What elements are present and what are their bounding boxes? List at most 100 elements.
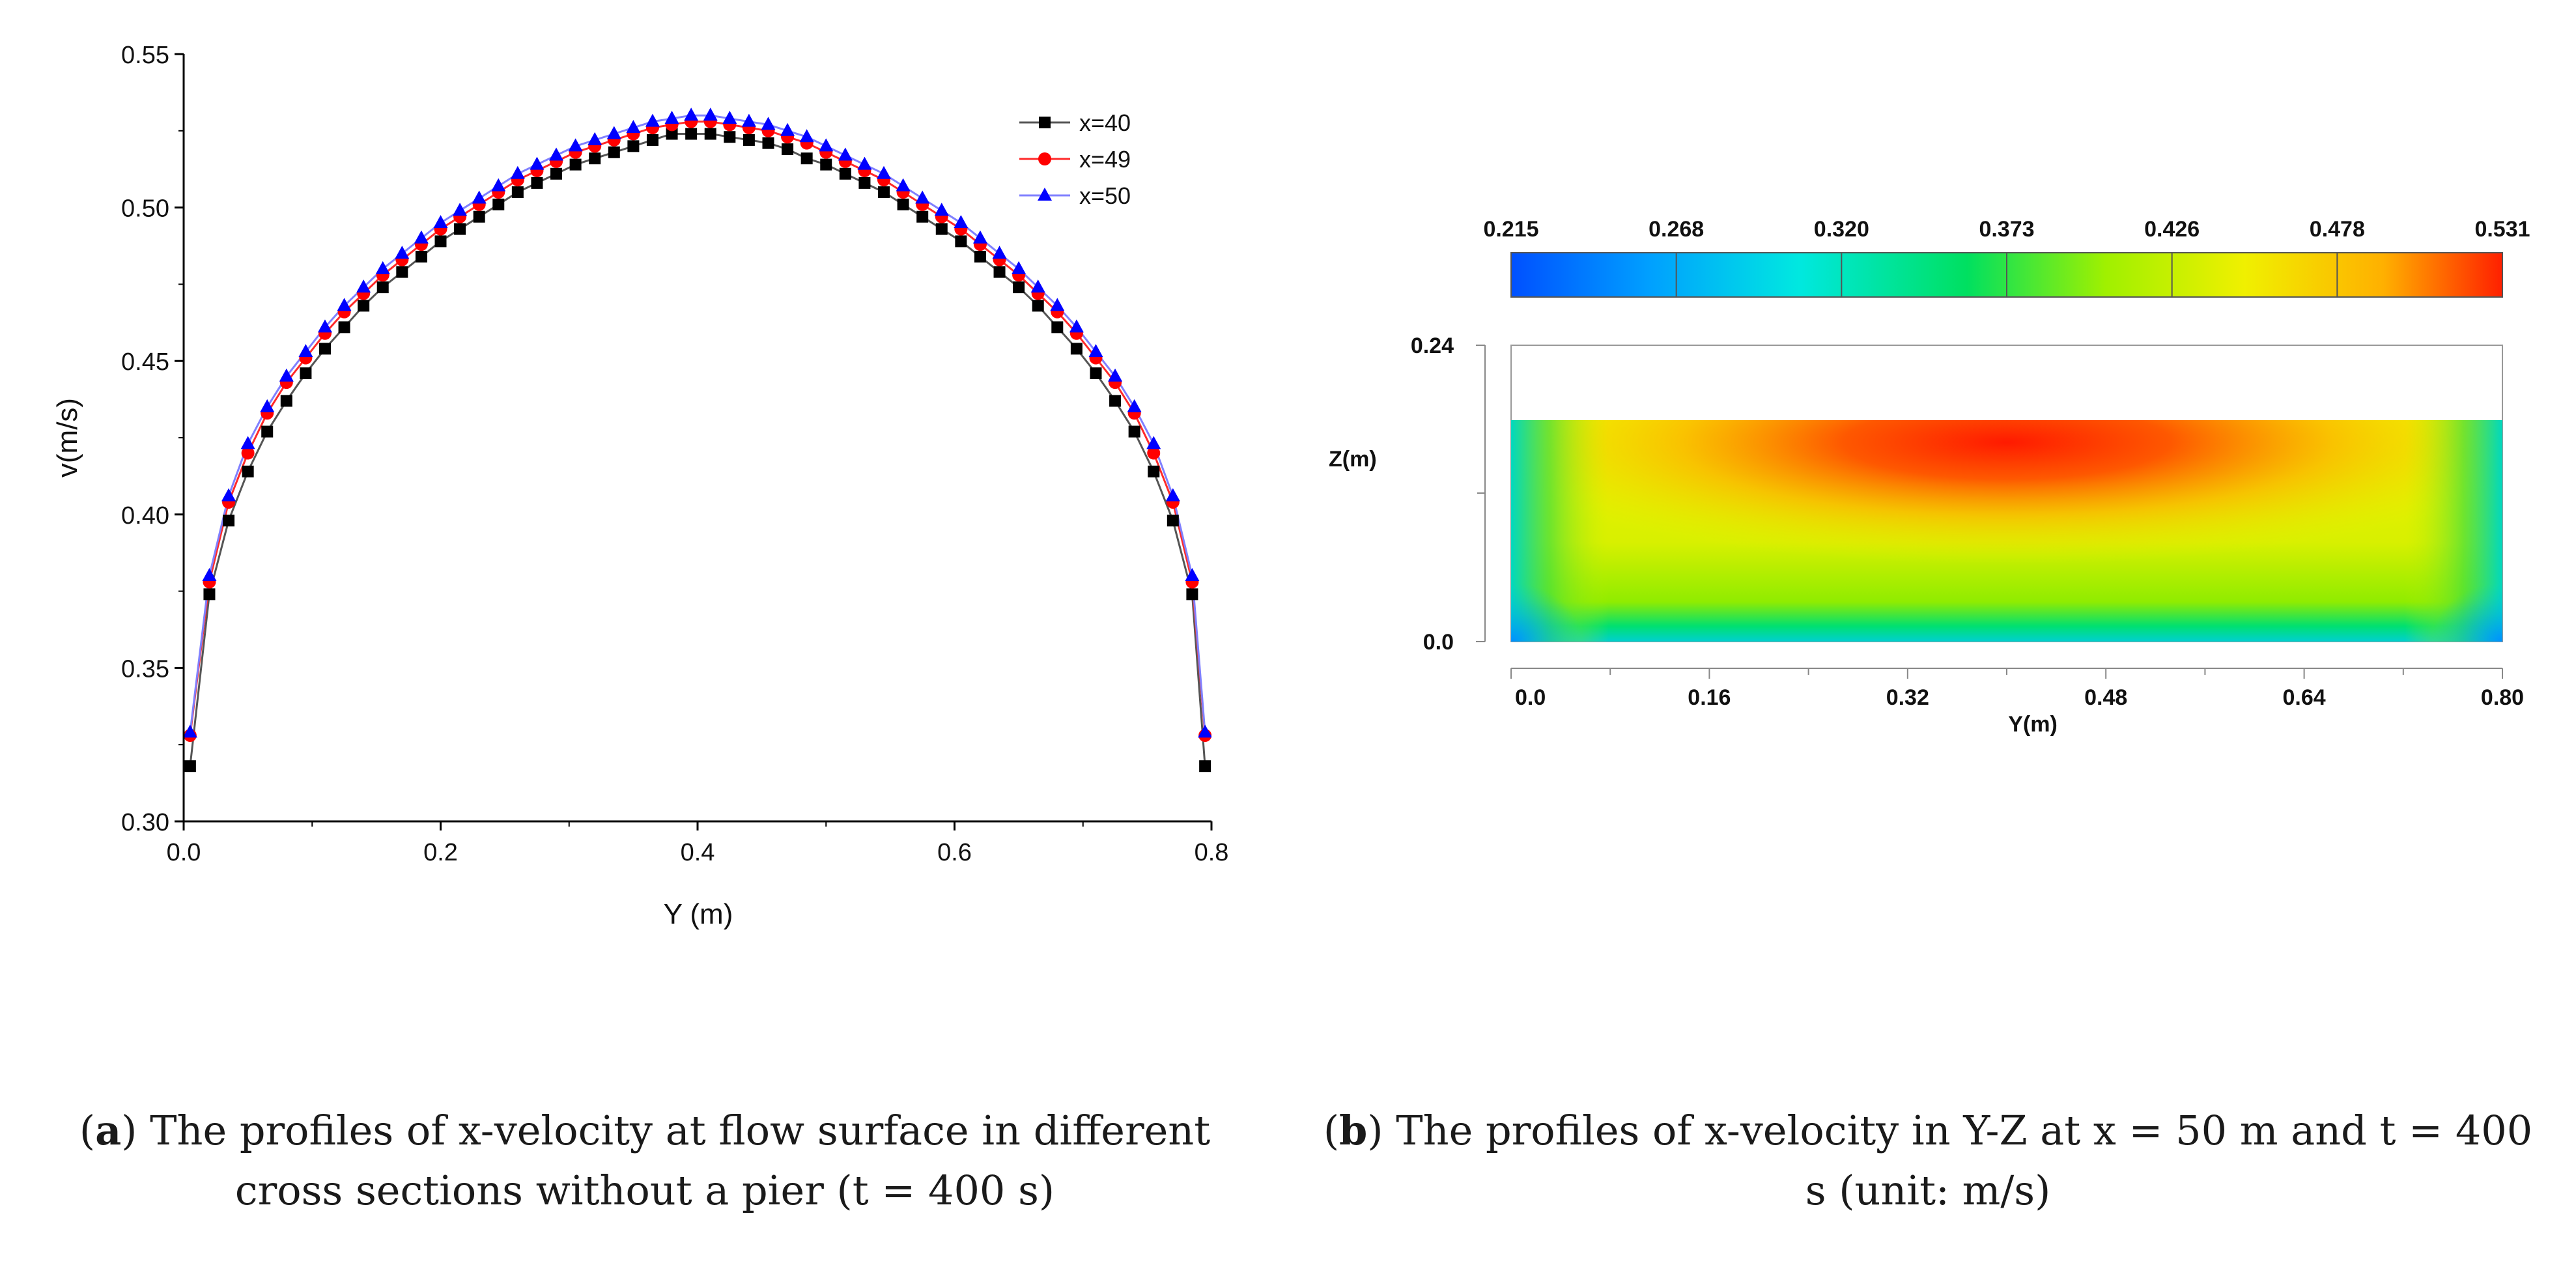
data-point-x=50 — [1069, 319, 1084, 333]
y-tick-label: 0.55 — [121, 42, 169, 69]
data-point-x=40 — [1013, 281, 1025, 294]
data-point-x=50 — [915, 190, 930, 204]
colorbar-tick-label: 0.215 — [1483, 217, 1538, 242]
data-point-x=50 — [838, 147, 853, 161]
caption-a-label: a — [95, 1107, 122, 1154]
caption-a: (a) The profiles of x-velocity at flow s… — [79, 1107, 1211, 1214]
caption-b-label: b — [1339, 1107, 1368, 1154]
data-point-x=40 — [550, 167, 563, 180]
data-point-x=40 — [1199, 760, 1211, 773]
data-point-x=50 — [1198, 724, 1211, 738]
data-point-x=50 — [1088, 344, 1103, 358]
data-point-x=40 — [203, 588, 216, 601]
data-point-x=50 — [1185, 568, 1200, 582]
data-point-x=50 — [375, 261, 390, 274]
data-point-x=50 — [684, 107, 699, 121]
data-point-x=40 — [646, 134, 658, 146]
y-tick-label: 0.50 — [121, 195, 169, 223]
y-tick-label: 0.45 — [121, 348, 169, 376]
data-point-x=40 — [1186, 588, 1198, 601]
data-point-x=50 — [1108, 368, 1123, 382]
data-point-x=40 — [955, 235, 967, 248]
data-point-x=50 — [896, 178, 911, 192]
data-point-x=40 — [300, 367, 312, 380]
y-tick-label: 0.32 — [1886, 685, 1929, 710]
data-point-x=50 — [184, 724, 197, 738]
z-axis-label: Z(m) — [1329, 447, 1377, 472]
data-point-x=40 — [223, 515, 235, 527]
y-tick-label: 0.0 — [1515, 685, 1546, 710]
data-point-x=40 — [839, 167, 851, 180]
y-axis-label: Y(m) — [2008, 712, 2058, 737]
data-point-x=40 — [376, 281, 389, 294]
data-point-x=40 — [415, 250, 427, 263]
y-tick-label: 0.80 — [2481, 685, 2524, 710]
data-point-x=40 — [858, 177, 871, 189]
legend-label: x=50 — [1079, 182, 1131, 209]
data-point-x=40 — [184, 760, 196, 773]
y-tick-label: 0.16 — [1688, 685, 1731, 710]
data-point-x=50 — [1050, 298, 1065, 311]
data-point-x=50 — [491, 178, 506, 192]
data-point-x=50 — [240, 436, 255, 449]
data-point-x=49 — [241, 446, 255, 460]
data-point-x=50 — [549, 147, 564, 161]
data-point-x=50 — [799, 129, 814, 143]
data-point-x=40 — [511, 186, 524, 199]
data-point-x=50 — [1127, 399, 1142, 412]
data-point-x=50 — [317, 319, 332, 333]
legend-marker-x=50 — [1038, 188, 1052, 201]
x-tick-label: 0.4 — [681, 839, 715, 866]
data-point-x=40 — [1167, 515, 1179, 527]
data-point-x=50 — [221, 488, 236, 502]
data-point-x=50 — [1165, 488, 1180, 502]
x-tick-label: 0.6 — [937, 839, 972, 866]
colorbar-tick-label: 0.268 — [1649, 217, 1704, 242]
data-point-x=40 — [589, 152, 601, 165]
data-point-x=40 — [1109, 395, 1122, 407]
data-point-x=50 — [780, 122, 795, 136]
data-point-x=50 — [819, 138, 834, 152]
series-line-x=50 — [189, 114, 1206, 733]
data-point-x=50 — [260, 399, 275, 412]
legend-label: x=40 — [1079, 109, 1131, 136]
data-point-x=50 — [992, 246, 1007, 259]
data-point-x=50 — [972, 230, 987, 244]
data-point-x=40 — [492, 198, 505, 210]
x-tick-label: 0.0 — [167, 839, 201, 866]
data-point-x=50 — [761, 117, 776, 130]
data-point-x=40 — [800, 152, 813, 165]
data-point-x=50 — [1012, 261, 1026, 274]
y-axis-ticks: 0.30 0.35 0.40 0.45 0.50 0.55 — [121, 42, 184, 836]
data-point-x=40 — [396, 266, 408, 278]
data-point-x=50 — [298, 344, 313, 358]
data-point-x=40 — [454, 223, 466, 235]
data-point-x=50 — [1146, 436, 1161, 449]
data-point-x=50 — [530, 156, 545, 170]
x-tick-label: 0.2 — [423, 839, 458, 866]
y-axis-ticks: 0.0 0.16 0.32 0.48 0.64 0.80 — [1510, 668, 2524, 710]
data-point-x=40 — [1090, 367, 1102, 380]
data-point-x=40 — [627, 140, 640, 152]
data-point-x=49 — [1147, 446, 1161, 460]
data-point-x=40 — [338, 321, 350, 333]
data-point-x=50 — [337, 298, 352, 311]
data-point-x=40 — [242, 465, 254, 477]
colorbar-tick-label: 0.478 — [2310, 217, 2365, 242]
series-markers — [184, 107, 1211, 773]
data-point-x=50 — [472, 190, 487, 204]
data-point-x=50 — [202, 568, 217, 582]
data-point-x=50 — [703, 107, 718, 121]
colorbar-ticks: 0.215 0.268 0.320 0.373 0.426 0.478 0.531 — [1483, 217, 2530, 297]
z-tick-label: 0.0 — [1423, 630, 1454, 655]
data-point-x=40 — [608, 146, 620, 158]
data-point-x=50 — [954, 215, 969, 229]
z-axis-ticks: 0.0 0.24 — [1411, 333, 1485, 655]
y-tick-label: 0.64 — [2283, 685, 2326, 710]
data-point-x=50 — [664, 110, 679, 124]
data-point-x=50 — [279, 368, 294, 382]
data-point-x=40 — [820, 158, 832, 171]
data-point-x=50 — [395, 246, 410, 259]
data-point-x=40 — [569, 158, 582, 171]
data-point-x=50 — [453, 203, 468, 216]
